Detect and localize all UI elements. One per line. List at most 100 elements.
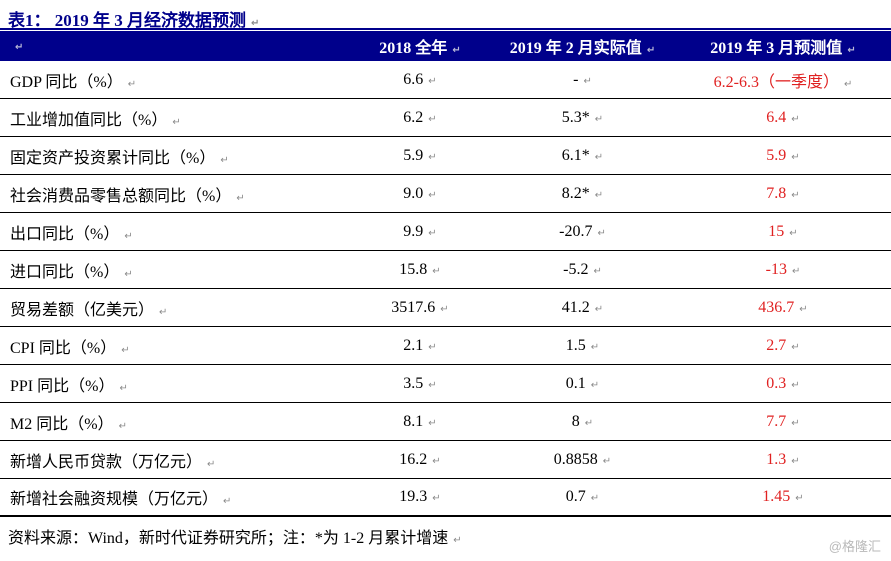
- value-2018-cell: 15.8 ↵: [350, 261, 490, 279]
- value-2018: 15.8: [399, 260, 428, 278]
- paragraph-mark-icon: ↵: [584, 417, 594, 429]
- value-2018-cell: 3.5 ↵: [350, 375, 490, 393]
- value-2018: 9.9: [403, 222, 424, 240]
- paragraph-mark-icon: ↵: [791, 113, 800, 125]
- value-2018-cell: 3517.6 ↵: [350, 299, 490, 317]
- source-note: 资料来源：Wind，新时代证券研究所；注：*为 1-2 月累计增速: [8, 530, 449, 547]
- paragraph-mark-icon: ↵: [428, 417, 437, 429]
- paragraph-mark-icon: ↵: [432, 493, 441, 504]
- value-2018-cell: 16.2 ↵: [350, 451, 490, 469]
- row-label-cell: 进口同比（%） ↵: [0, 258, 350, 282]
- paragraph-mark-icon: ↵: [602, 455, 612, 467]
- paragraph-mark-icon: ↵: [590, 493, 600, 504]
- table-row: PPI 同比（%） ↵ 3.5 ↵ 0.1 ↵ 0.3 ↵: [0, 365, 891, 403]
- value-feb-2019: 5.3*: [561, 108, 590, 126]
- table-row: 新增社会融资规模（万亿元） ↵ 19.3 ↵ 0.7 ↵ 1.45 ↵: [0, 479, 891, 517]
- value-feb-2019-cell: -5.2 ↵: [490, 261, 675, 279]
- value-2018: 9.0: [403, 184, 424, 202]
- row-label: 进口同比（%）: [10, 263, 120, 281]
- source-note-row: 资料来源：Wind，新时代证券研究所；注：*为 1-2 月累计增速 ↵: [0, 524, 891, 548]
- paragraph-mark-icon: ↵: [597, 227, 606, 239]
- paragraph-mark-icon: ↵: [223, 496, 232, 507]
- value-2018-cell: 9.9 ↵: [350, 223, 490, 241]
- value-mar-2019-forecast: 7.7: [766, 412, 787, 430]
- row-label: CPI 同比（%）: [10, 339, 117, 357]
- paragraph-mark-icon: ↵: [791, 189, 800, 201]
- paragraph-mark-icon: ↵: [593, 265, 602, 277]
- row-label: GDP 同比（%）: [10, 73, 123, 91]
- paragraph-mark-icon: ↵: [799, 303, 808, 315]
- paragraph-mark-icon: ↵: [15, 42, 24, 53]
- value-2018: 6.6: [403, 70, 424, 88]
- value-2018: 5.9: [403, 146, 424, 164]
- value-mar-2019-forecast: 0.3: [766, 374, 787, 392]
- paragraph-mark-icon: ↵: [124, 268, 133, 280]
- value-2018-cell: 9.0 ↵: [350, 185, 490, 203]
- value-2018: 16.2: [399, 450, 428, 468]
- header-cell-mar-2019-forecast: 2019 年 3 月预测值 ↵: [675, 34, 891, 58]
- row-label: 固定资产投资累计同比（%）: [10, 149, 216, 167]
- value-mar-2019-forecast: 1.3: [766, 450, 787, 468]
- value-mar-2019-forecast: -13: [765, 260, 787, 278]
- table-row: CPI 同比（%） ↵ 2.1 ↵ 1.5 ↵ 2.7 ↵: [0, 327, 891, 365]
- paragraph-mark-icon: ↵: [207, 458, 216, 470]
- paragraph-mark-icon: ↵: [428, 227, 437, 239]
- paragraph-mark-icon: ↵: [594, 303, 604, 315]
- row-label-cell: GDP 同比（%） ↵: [0, 68, 350, 92]
- value-2018: 6.2: [403, 108, 424, 126]
- paragraph-mark-icon: ↵: [791, 151, 800, 163]
- value-feb-2019: -20.7: [559, 222, 593, 240]
- value-feb-2019: 6.1*: [561, 146, 590, 164]
- value-2018: 3517.6: [391, 298, 436, 316]
- value-mar-2019-forecast-cell: 6.4 ↵: [675, 109, 891, 127]
- watermark: @格隆汇: [828, 539, 881, 554]
- row-label-cell: CPI 同比（%） ↵: [0, 334, 350, 358]
- paragraph-mark-icon: ↵: [428, 113, 437, 125]
- row-label: 出口同比（%）: [10, 225, 120, 243]
- row-label-cell: 社会消费品零售总额同比（%） ↵: [0, 182, 350, 206]
- row-label: PPI 同比（%）: [10, 377, 115, 395]
- value-feb-2019-cell: 0.8858 ↵: [490, 451, 675, 469]
- paragraph-mark-icon: ↵: [127, 78, 137, 90]
- header-cell-2018: 2018 全年 ↵: [350, 34, 490, 58]
- header-cell-indicator: ↵: [0, 37, 350, 55]
- row-label: 社会消费品零售总额同比（%）: [10, 187, 232, 205]
- row-label: M2 同比（%）: [10, 415, 114, 433]
- value-mar-2019-forecast: 15: [768, 222, 785, 240]
- value-feb-2019: 0.7: [565, 488, 586, 505]
- table-row: 工业增加值同比（%） ↵ 6.2 ↵ 5.3* ↵ 6.4 ↵: [0, 99, 891, 137]
- row-label-cell: PPI 同比（%） ↵: [0, 372, 350, 396]
- value-feb-2019-cell: 5.3* ↵: [490, 109, 675, 127]
- row-label-cell: 新增社会融资规模（万亿元） ↵: [0, 485, 350, 509]
- table-row: 固定资产投资累计同比（%） ↵ 5.9 ↵ 6.1* ↵ 5.9 ↵: [0, 137, 891, 175]
- row-label-cell: 贸易差额（亿美元） ↵: [0, 296, 350, 320]
- value-mar-2019-forecast-cell: 0.3 ↵: [675, 375, 891, 393]
- value-feb-2019: 0.1: [565, 374, 586, 392]
- paragraph-mark-icon: ↵: [594, 151, 604, 163]
- value-mar-2019-forecast-cell: 7.7 ↵: [675, 413, 891, 431]
- row-label: 新增人民币贷款（万亿元）: [10, 453, 203, 471]
- paragraph-mark-icon: ↵: [428, 75, 437, 87]
- value-mar-2019-forecast-cell: 5.9 ↵: [675, 147, 891, 165]
- value-feb-2019-cell: 6.1* ↵: [490, 147, 675, 165]
- row-label-cell: 新增人民币贷款（万亿元） ↵: [0, 448, 350, 472]
- paragraph-mark-icon: ↵: [594, 113, 604, 125]
- value-mar-2019-forecast-cell: -13 ↵: [675, 261, 891, 279]
- paragraph-mark-icon: ↵: [791, 379, 800, 391]
- table-title: 表1： 2019 年 3 月经济数据预测: [8, 11, 246, 30]
- paragraph-mark-icon: ↵: [791, 265, 801, 277]
- paragraph-mark-icon: ↵: [453, 535, 462, 546]
- value-mar-2019-forecast: 1.45: [762, 488, 791, 505]
- paragraph-mark-icon: ↵: [172, 116, 181, 128]
- paragraph-mark-icon: ↵: [159, 306, 168, 318]
- paragraph-mark-icon: ↵: [843, 78, 853, 90]
- value-feb-2019-cell: 8 ↵: [490, 413, 675, 431]
- paragraph-mark-icon: ↵: [590, 341, 600, 353]
- paragraph-mark-icon: ↵: [121, 344, 130, 356]
- paragraph-mark-icon: ↵: [789, 227, 798, 239]
- row-label-cell: 出口同比（%） ↵: [0, 220, 350, 244]
- value-mar-2019-forecast-cell: 2.7 ↵: [675, 337, 891, 355]
- row-label-cell: 工业增加值同比（%） ↵: [0, 106, 350, 130]
- header-cell-feb-2019: 2019 年 2 月实际值 ↵: [490, 34, 675, 58]
- value-mar-2019-forecast: 6.4: [766, 108, 787, 126]
